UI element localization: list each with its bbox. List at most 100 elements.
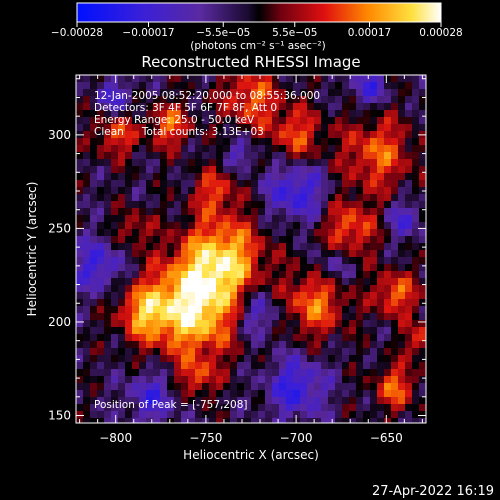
heatmap-cell bbox=[328, 306, 336, 314]
heatmap-cell bbox=[160, 369, 168, 377]
heatmap-cell bbox=[356, 194, 364, 202]
heatmap-cell bbox=[139, 110, 147, 118]
heatmap-cell bbox=[195, 285, 203, 293]
heatmap-cell bbox=[216, 285, 224, 293]
heatmap-cell bbox=[335, 418, 343, 423]
heatmap-cell bbox=[146, 208, 154, 216]
heatmap-cell bbox=[230, 96, 238, 104]
heatmap-cell bbox=[111, 110, 119, 118]
heatmap-cell bbox=[398, 306, 406, 314]
heatmap-cell bbox=[370, 243, 378, 251]
heatmap-cell bbox=[321, 376, 329, 384]
heatmap-cell bbox=[307, 208, 315, 216]
heatmap-cell bbox=[118, 411, 126, 419]
heatmap-cell bbox=[202, 215, 210, 223]
heatmap-cell bbox=[223, 180, 231, 188]
heatmap-cell bbox=[335, 362, 343, 370]
heatmap-cell bbox=[307, 159, 315, 167]
heatmap-cell bbox=[118, 229, 126, 237]
heatmap-cell bbox=[202, 194, 210, 202]
heatmap-cell bbox=[174, 306, 182, 314]
heatmap-cell bbox=[174, 201, 182, 209]
heatmap-cell bbox=[202, 299, 210, 307]
heatmap-cell bbox=[342, 278, 350, 286]
heatmap-cell bbox=[419, 222, 426, 230]
heatmap-cell bbox=[90, 292, 98, 300]
heatmap-cell bbox=[111, 313, 119, 321]
heatmap-cell bbox=[125, 264, 133, 272]
heatmap-cell bbox=[349, 404, 357, 412]
heatmap-cell bbox=[286, 103, 294, 111]
heatmap-cell bbox=[286, 390, 294, 398]
heatmap-cell bbox=[174, 327, 182, 335]
heatmap-cell bbox=[237, 376, 245, 384]
heatmap-cell bbox=[153, 383, 161, 391]
heatmap-cell bbox=[300, 376, 308, 384]
heatmap-cell bbox=[111, 292, 119, 300]
heatmap-cell bbox=[209, 117, 217, 125]
heatmap-cell bbox=[125, 187, 133, 195]
heatmap-cell bbox=[384, 201, 392, 209]
heatmap-cell bbox=[251, 166, 259, 174]
heatmap-cell bbox=[377, 131, 385, 139]
heatmap-cell bbox=[384, 411, 392, 419]
heatmap-cell bbox=[272, 173, 280, 181]
heatmap-cell bbox=[216, 355, 224, 363]
heatmap-cell bbox=[363, 306, 371, 314]
heatmap-cell bbox=[265, 110, 273, 118]
heatmap-cell bbox=[412, 117, 420, 125]
heatmap-cell bbox=[356, 348, 364, 356]
heatmap-cell bbox=[104, 103, 112, 111]
heatmap-cell bbox=[356, 201, 364, 209]
heatmap-cell bbox=[377, 257, 385, 265]
heatmap-cell bbox=[139, 257, 147, 265]
heatmap-cell bbox=[342, 390, 350, 398]
heatmap-cell bbox=[300, 180, 308, 188]
heatmap-cell bbox=[391, 131, 399, 139]
heatmap-cell bbox=[83, 327, 91, 335]
heatmap-cell bbox=[195, 222, 203, 230]
heatmap-cell bbox=[272, 145, 280, 153]
heatmap-cell bbox=[286, 82, 294, 90]
heatmap-cell bbox=[181, 131, 189, 139]
heatmap-cell bbox=[237, 334, 245, 342]
heatmap-cell bbox=[328, 292, 336, 300]
heatmap-cell bbox=[83, 299, 91, 307]
heatmap-cell bbox=[286, 194, 294, 202]
heatmap-cell bbox=[377, 397, 385, 405]
heatmap-cell bbox=[188, 243, 196, 251]
heatmap-cell bbox=[258, 362, 266, 370]
heatmap-cell bbox=[377, 341, 385, 349]
heatmap-cell bbox=[265, 348, 273, 356]
heatmap-cell bbox=[342, 264, 350, 272]
heatmap-cell bbox=[321, 257, 329, 265]
heatmap-cell bbox=[223, 229, 231, 237]
heatmap-cell bbox=[83, 201, 91, 209]
heatmap-cell bbox=[405, 159, 413, 167]
heatmap-cell bbox=[195, 124, 203, 132]
heatmap-cell bbox=[139, 236, 147, 244]
heatmap-cell bbox=[230, 222, 238, 230]
heatmap-cell bbox=[160, 75, 168, 83]
heatmap-cell bbox=[398, 173, 406, 181]
heatmap-cell bbox=[139, 327, 147, 335]
heatmap-cell bbox=[419, 166, 426, 174]
heatmap-cell bbox=[97, 180, 105, 188]
heatmap-cell bbox=[230, 306, 238, 314]
heatmap-cell bbox=[111, 145, 119, 153]
heatmap-cell bbox=[160, 278, 168, 286]
heatmap-cell bbox=[139, 404, 147, 412]
heatmap-cell bbox=[377, 194, 385, 202]
heatmap-cell bbox=[342, 334, 350, 342]
heatmap-cell bbox=[111, 159, 119, 167]
heatmap-cell bbox=[300, 96, 308, 104]
heatmap-cell bbox=[356, 397, 364, 405]
heatmap-cell bbox=[321, 166, 329, 174]
heatmap-cell bbox=[300, 390, 308, 398]
heatmap-cell bbox=[139, 222, 147, 230]
heatmap-cell bbox=[132, 376, 140, 384]
heatmap-cell bbox=[202, 257, 210, 265]
heatmap-cell bbox=[230, 110, 238, 118]
heatmap-cell bbox=[384, 103, 392, 111]
heatmap-cell bbox=[265, 355, 273, 363]
